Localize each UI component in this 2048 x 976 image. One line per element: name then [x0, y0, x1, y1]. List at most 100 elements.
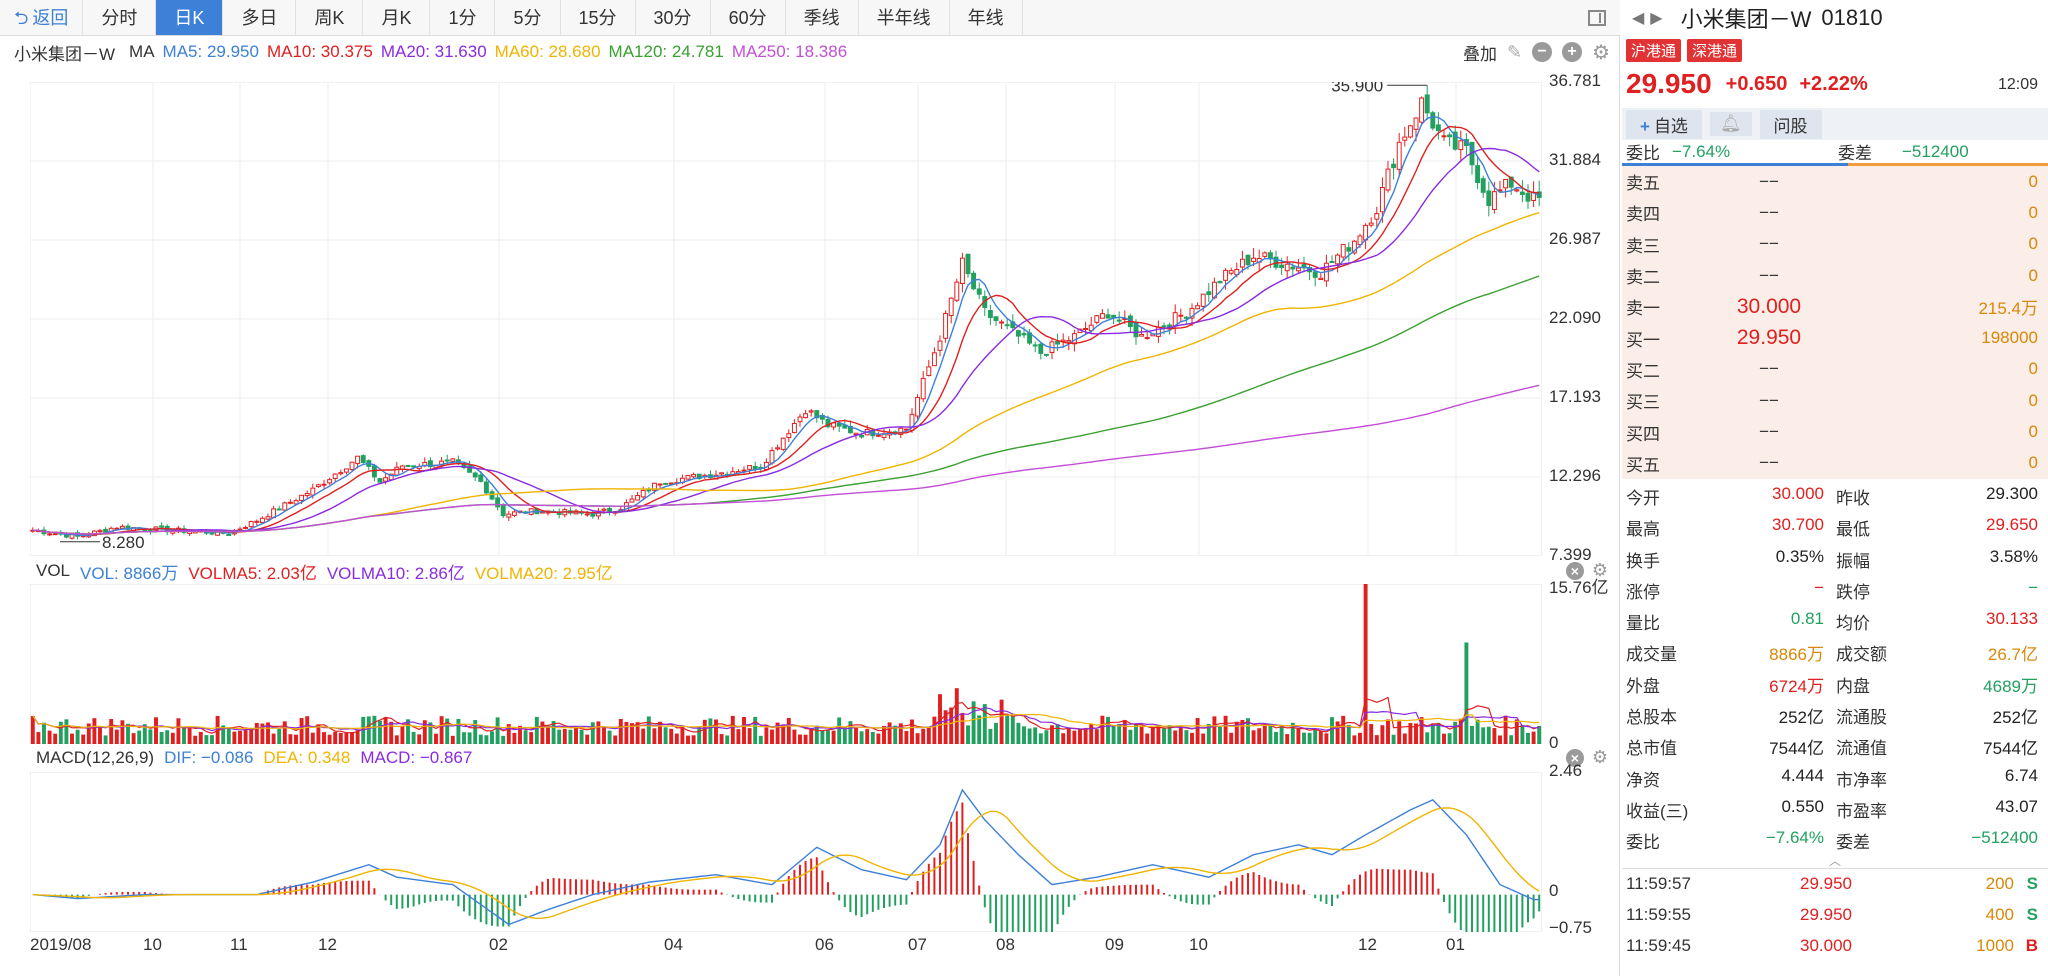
volume-bar: [187, 727, 192, 744]
collapse-arrow-icon[interactable]: ︿: [1622, 855, 2048, 869]
volume-bar: [42, 722, 46, 744]
period-tab[interactable]: 月K: [363, 0, 431, 35]
volume-bar: [518, 725, 522, 744]
candle-body: [52, 533, 58, 536]
gear-icon[interactable]: ⚙: [1591, 560, 1608, 580]
candle-body: [383, 477, 389, 482]
volume-bar: [277, 728, 282, 744]
stat-value: 252亿: [1992, 708, 2038, 728]
ma-line-ma10: [32, 125, 1540, 536]
pencil-icon[interactable]: ✎: [1506, 41, 1523, 62]
volume-bar: [876, 733, 881, 744]
volume-bar: [1318, 731, 1323, 744]
volume-bar: [596, 721, 601, 744]
period-tab[interactable]: 30分: [636, 0, 711, 35]
period-tab[interactable]: 1分: [430, 0, 496, 35]
sidebar-toggle-icon[interactable]: [1588, 9, 1606, 26]
period-tab[interactable]: 季线: [786, 0, 859, 35]
tick-row: 11:59:55 29.950 400 S: [1622, 900, 2048, 931]
stat-value: 7544亿: [1769, 739, 1824, 759]
overlay-button[interactable]: 叠加: [1462, 44, 1497, 64]
tick-direction: B: [2025, 936, 2038, 956]
volume-bar: [686, 735, 690, 744]
back-button[interactable]: ⮌ 返回: [0, 0, 84, 35]
candle-body: [993, 316, 999, 321]
back-label: 返回: [32, 7, 69, 28]
macd-chart[interactable]: [30, 772, 1542, 932]
volume-bar: [1195, 718, 1200, 744]
volume-bar: [1061, 733, 1066, 744]
volume-bar: [618, 718, 623, 744]
kline-chart[interactable]: 35.900 8.280: [30, 82, 1542, 556]
period-tab[interactable]: 半年线: [859, 0, 950, 35]
close-icon[interactable]: ×: [1565, 561, 1584, 580]
volume-bar: [1419, 717, 1424, 744]
ma-line-ma20: [32, 147, 1540, 535]
zoom-in-icon[interactable]: +: [1562, 42, 1583, 62]
tick-price: 30.000: [1800, 936, 1852, 956]
volume-bar: [1150, 726, 1155, 744]
volume-bar: [1481, 727, 1486, 744]
volume-bar: [999, 699, 1004, 744]
candle-body: [1335, 254, 1341, 265]
candle-body: [836, 422, 842, 427]
candle-body: [265, 516, 271, 520]
add-watchlist-button[interactable]: + 自选: [1626, 109, 1702, 139]
period-tab[interactable]: 日K: [156, 0, 224, 35]
macd-tick-label: 2.46: [1549, 761, 1583, 780]
stat-value: 4689万: [1983, 676, 2038, 696]
period-tab[interactable]: 分时: [83, 0, 157, 35]
volume-chart[interactable]: [30, 584, 1542, 744]
tags: 沪港通 深港通: [1622, 36, 2048, 64]
volume-bar: [1307, 732, 1312, 744]
close-icon[interactable]: ×: [1565, 748, 1584, 767]
volume-bar: [663, 727, 668, 744]
volume-bar: [1072, 730, 1077, 744]
candle-body: [629, 498, 635, 503]
candle-body: [1503, 178, 1509, 189]
volume-bar: [1033, 727, 1038, 744]
volma10-value: VOLMA10: 2.86亿: [326, 563, 465, 583]
candle-body: [1396, 141, 1402, 170]
period-tab[interactable]: 5分: [495, 0, 561, 35]
back-arrow-icon: ⮌: [14, 7, 29, 28]
candle-body: [1452, 131, 1458, 150]
price-change: +0.650: [1725, 72, 1788, 95]
volume-bar: [434, 733, 438, 744]
volume-bar: [747, 728, 752, 744]
volume-bar: [1201, 733, 1206, 744]
order-book-row: 买四 −− 0: [1622, 416, 2048, 447]
period-tab[interactable]: 周K: [296, 0, 364, 35]
volume-tick-label: 15.76亿: [1549, 578, 1609, 597]
order-level-label: 买二: [1626, 361, 1660, 381]
candle-body: [467, 465, 473, 473]
stat-row: 总市值 7544亿 流通值 7544亿: [1622, 729, 2048, 760]
ask-button[interactable]: 问股: [1759, 109, 1822, 139]
period-tab[interactable]: 15分: [561, 0, 636, 35]
order-ratio-bar: 委比 −7.64% 委差 −512400: [1622, 140, 2048, 166]
volume-bar: [1531, 731, 1536, 744]
stock-title: 小米集团－W: [1680, 7, 1812, 32]
bell-icon[interactable]: 🔔︎: [1709, 112, 1752, 136]
volume-bar: [1078, 728, 1082, 744]
volume-bar: [1464, 642, 1469, 744]
volume-bar: [982, 704, 987, 744]
stat-value: −: [2028, 577, 2038, 597]
period-tab[interactable]: 多日: [223, 0, 297, 35]
candle-body: [898, 427, 904, 435]
gear-icon[interactable]: ⚙: [1592, 41, 1610, 64]
price-change-pct: +2.22%: [1799, 72, 1868, 95]
volume-bar: [994, 722, 998, 744]
volume-bar: [36, 732, 41, 744]
prev-next-arrows-icon[interactable]: ◀▶: [1632, 10, 1669, 27]
zoom-out-icon[interactable]: −: [1532, 42, 1553, 62]
shenzhen-connect-badge: 深港通: [1687, 38, 1743, 62]
volume-bar: [697, 727, 702, 744]
volume-bar: [1240, 719, 1245, 744]
period-tab[interactable]: 60分: [711, 0, 786, 35]
volume-bar: [1223, 715, 1228, 744]
volume-bar: [1022, 726, 1026, 744]
volume-bar: [977, 715, 982, 744]
period-tab[interactable]: 年线: [950, 0, 1023, 35]
gear-icon[interactable]: ⚙: [1591, 747, 1608, 767]
